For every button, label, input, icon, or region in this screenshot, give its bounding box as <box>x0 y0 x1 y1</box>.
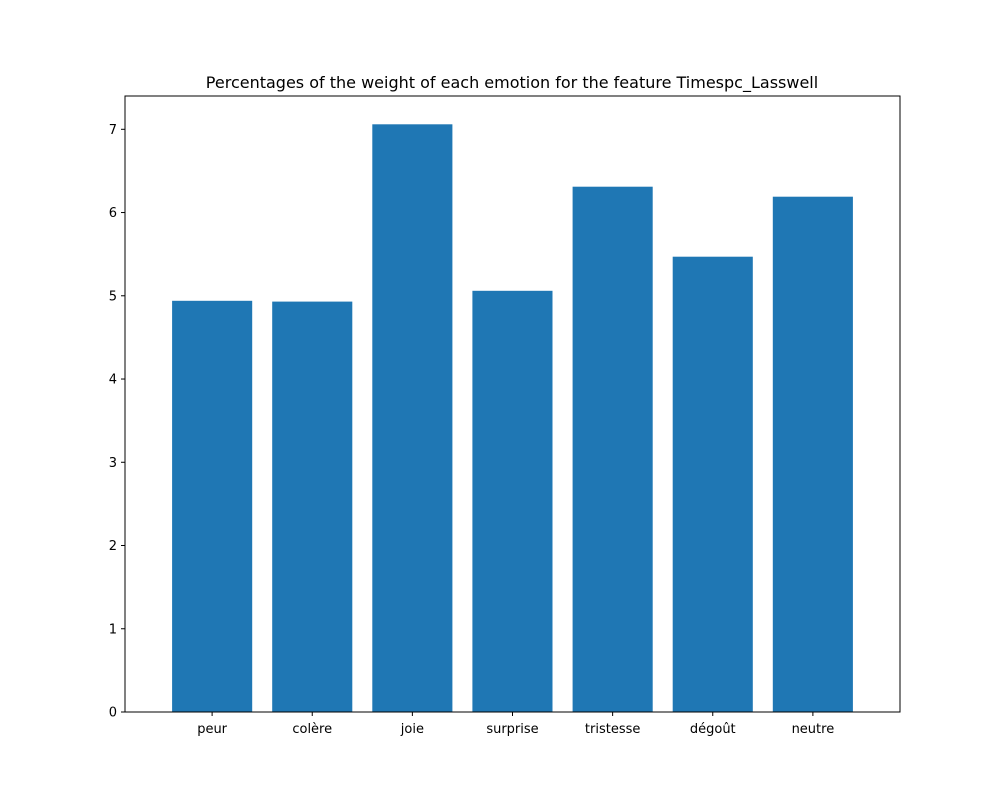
x-tick-label: joie <box>400 722 424 737</box>
x-axis: peur colère joie surprise tristesse dégoût neu… <box>197 712 834 737</box>
chart-title: Percentages of the weight of each emotio… <box>206 73 818 93</box>
x-tick-label: surprise <box>486 722 538 737</box>
y-tick-label: 3 <box>109 456 117 471</box>
y-tick-label: 2 <box>109 539 117 554</box>
x-tick-label: peur <box>197 722 227 737</box>
y-tick-label: 5 <box>109 289 117 304</box>
x-tick-label: tristesse <box>585 722 640 737</box>
bar-peur <box>172 300 253 712</box>
bar-neutre <box>772 196 853 712</box>
x-tick-label: neutre <box>792 722 835 737</box>
y-tick-label: 4 <box>109 373 117 388</box>
bar-dégoût <box>672 256 753 712</box>
y-tick-label: 7 <box>109 123 117 138</box>
bar-colère <box>272 301 353 712</box>
x-tick-label: dégoût <box>690 722 736 737</box>
y-tick-label: 0 <box>109 706 117 721</box>
plot-frame <box>124 95 901 713</box>
y-tick-label: 1 <box>109 622 117 637</box>
y-tick-label: 6 <box>109 206 117 221</box>
bars-group <box>172 124 853 713</box>
bar-tristesse <box>572 186 653 712</box>
bar-surprise <box>472 290 553 712</box>
bar-joie <box>372 124 453 713</box>
y-axis: 0 1 2 3 4 5 6 7 <box>109 123 125 721</box>
x-tick-label: colère <box>292 722 332 737</box>
